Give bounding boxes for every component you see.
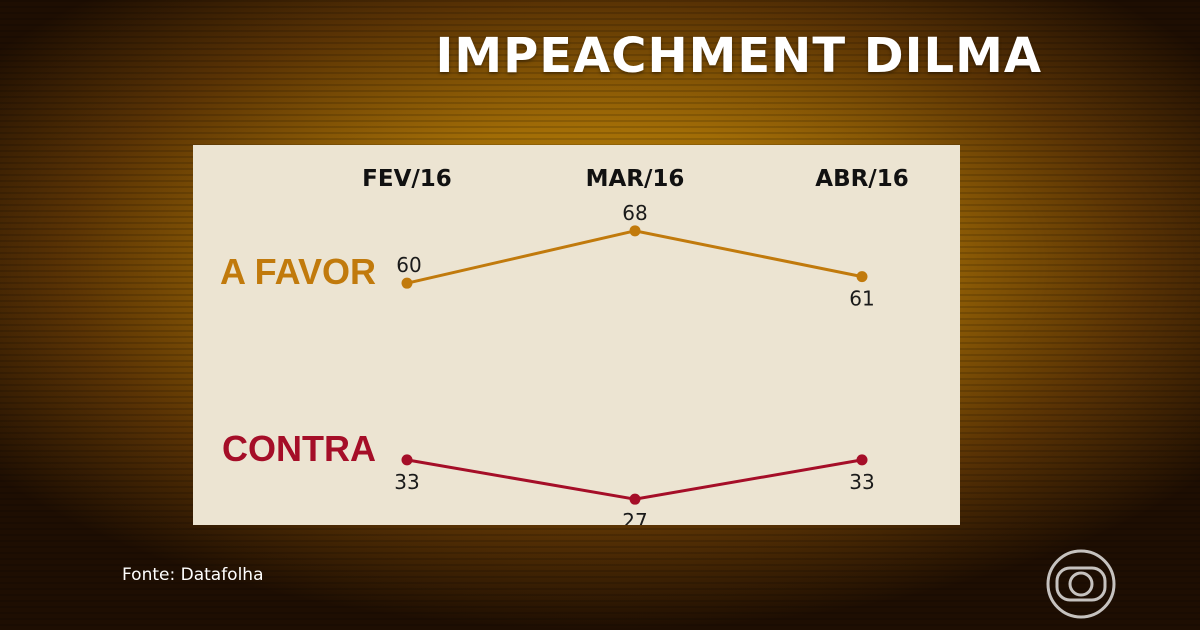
data-point (629, 225, 641, 237)
globo-logo-icon (1045, 548, 1117, 620)
page-title: IMPEACHMENT DILMA (435, 28, 1042, 84)
data-label: 60 (396, 253, 421, 277)
data-label: 68 (622, 201, 647, 225)
chart-panel: FEV/16 MAR/16 ABR/16 60 68 61 A FAVOR 33 27 33 CON… (193, 145, 960, 525)
data-point (856, 454, 868, 466)
category-label: MAR/16 (586, 166, 685, 192)
series-line (406, 229, 863, 285)
category-label: ABR/16 (815, 166, 908, 192)
series-label: A FAVOR (220, 251, 376, 292)
data-point (401, 454, 413, 466)
data-label: 27 (622, 509, 647, 525)
data-point (856, 271, 868, 283)
source-note: Fonte: Datafolha (122, 565, 264, 585)
series-label: CONTRA (222, 428, 376, 469)
data-point (401, 277, 413, 289)
line-chart: FEV/16 MAR/16 ABR/16 60 68 61 A FAVOR 33 27 33 CON… (220, 166, 909, 525)
data-point (629, 493, 641, 505)
data-label: 33 (394, 470, 419, 494)
series-line (406, 458, 863, 501)
data-label: 61 (849, 287, 874, 311)
data-label: 33 (849, 470, 874, 494)
category-label: FEV/16 (362, 166, 452, 192)
